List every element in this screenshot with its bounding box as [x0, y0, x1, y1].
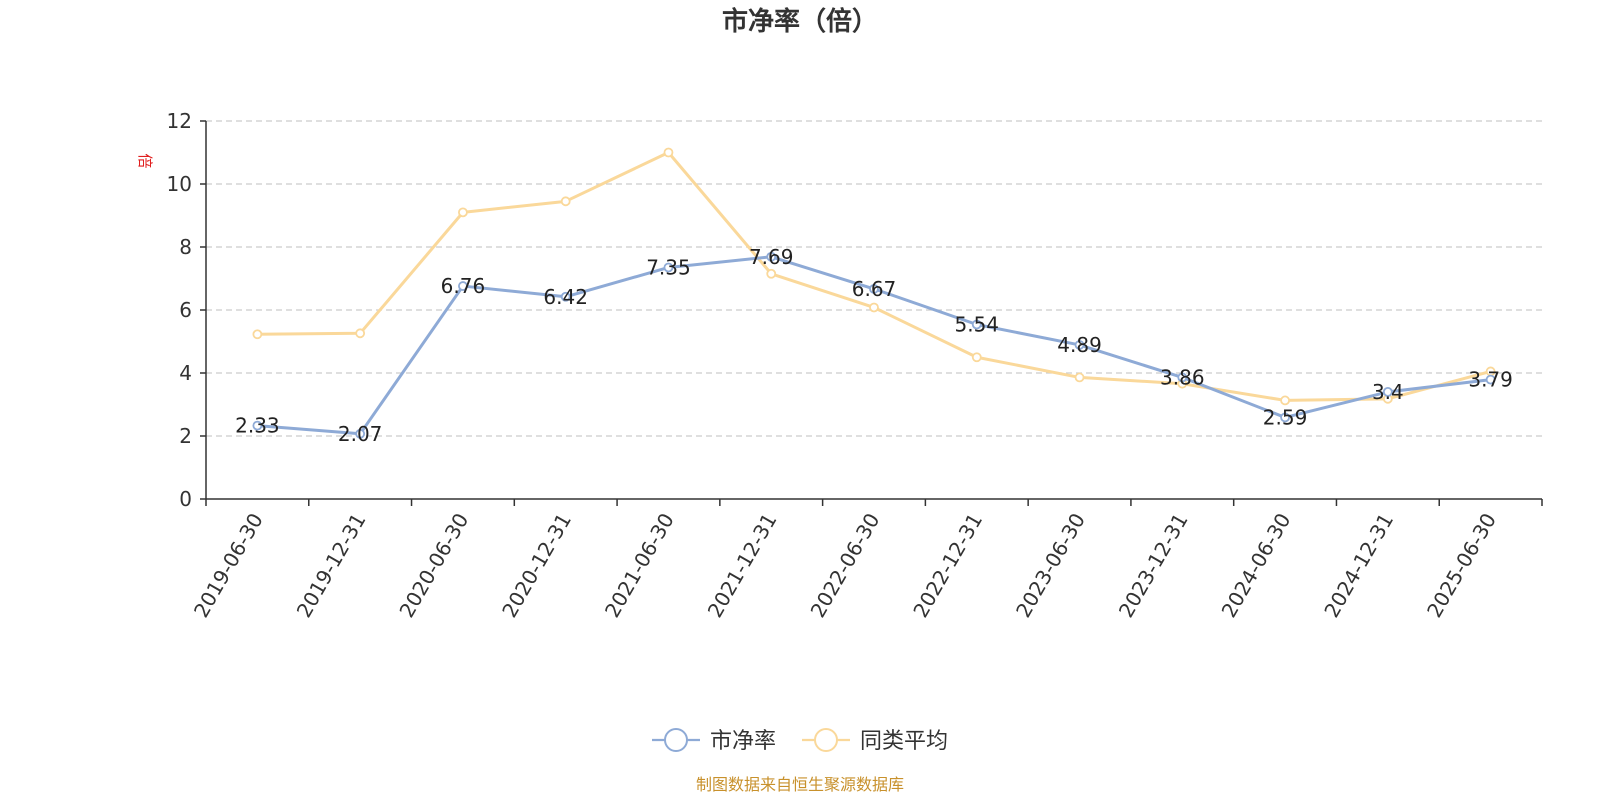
- data-point[interactable]: [252, 420, 263, 431]
- chart-title: 市净率（倍）: [722, 6, 878, 37]
- data-point[interactable]: [766, 251, 777, 262]
- x-tick-label: 2024-12-31: [1319, 509, 1398, 622]
- y-tick-label: 10: [167, 172, 192, 196]
- data-label: 6.42: [543, 285, 588, 309]
- data-label: 4.89: [1057, 333, 1102, 357]
- x-tick-label: 2022-06-30: [805, 509, 884, 622]
- y-tick-label: 6: [179, 298, 192, 322]
- x-tick-label: 2025-06-30: [1422, 509, 1501, 622]
- legend-item-1[interactable]: 同类平均: [802, 728, 948, 754]
- legend-label: 同类平均: [860, 729, 948, 754]
- data-point[interactable]: [1177, 372, 1188, 383]
- data-label: 2.59: [1263, 405, 1308, 429]
- legend-marker: [814, 728, 838, 752]
- data-label: 7.69: [749, 245, 794, 269]
- data-point[interactable]: [458, 281, 468, 291]
- data-label: 2.07: [338, 422, 383, 446]
- x-tick-label: 2022-12-31: [908, 509, 987, 622]
- series-lines: [252, 147, 1496, 439]
- legend-marker: [664, 728, 688, 752]
- y-tick-label: 4: [179, 361, 192, 385]
- data-point[interactable]: [869, 302, 879, 313]
- data-point[interactable]: [766, 268, 777, 279]
- data-point[interactable]: [458, 207, 468, 218]
- y-tick-label: 2: [179, 424, 192, 448]
- x-tick-label: 2021-06-30: [600, 509, 679, 622]
- data-point[interactable]: [1382, 386, 1393, 397]
- x-tick-label: 2019-06-30: [189, 509, 268, 622]
- grid-lines: [206, 120, 1542, 437]
- source-note: 制图数据来自恒生聚源数据库: [696, 775, 904, 794]
- x-tick-label: 2020-06-30: [394, 509, 473, 622]
- data-point[interactable]: [560, 196, 571, 207]
- data-point[interactable]: [663, 147, 674, 158]
- data-point[interactable]: [869, 283, 879, 294]
- data-point[interactable]: [663, 262, 674, 273]
- x-tick-label: 2021-12-31: [703, 509, 782, 622]
- y-tick-label: 0: [179, 487, 192, 511]
- legend-item-0[interactable]: 市净率: [652, 728, 776, 754]
- y-tick-label: 12: [167, 109, 192, 133]
- x-tick-label: 2019-12-31: [292, 509, 371, 622]
- x-tick-label: 2024-06-30: [1217, 509, 1296, 622]
- y-tick-label: 8: [179, 235, 192, 259]
- data-label: 6.67: [852, 277, 897, 301]
- data-point[interactable]: [1074, 372, 1085, 383]
- data-point[interactable]: [1074, 340, 1085, 350]
- data-point[interactable]: [971, 319, 982, 330]
- y-axis-unit-label: 倍: [136, 153, 154, 168]
- data-point[interactable]: [560, 291, 571, 302]
- data-point[interactable]: [355, 428, 366, 439]
- data-point[interactable]: [1280, 412, 1290, 423]
- data-point[interactable]: [252, 329, 263, 340]
- data-label: 3.4: [1372, 380, 1404, 404]
- data-point[interactable]: [971, 352, 982, 363]
- legend[interactable]: 市净率 同类平均: [652, 728, 948, 754]
- data-label: 6.76: [441, 274, 486, 298]
- x-tick-label: 2023-06-30: [1011, 509, 1090, 622]
- data-point[interactable]: [355, 328, 366, 339]
- data-label: 3.79: [1468, 368, 1513, 392]
- data-label: 2.33: [235, 414, 280, 438]
- data-label: 5.54: [955, 312, 1000, 336]
- data-point[interactable]: [1485, 374, 1496, 385]
- data-labels: 2.33 2.07 6.76 6.42 7.35 7.69 6.67 5.54 4.89 3.86…: [235, 245, 1513, 446]
- data-label: 7.35: [646, 255, 691, 279]
- data-label: 3.86: [1160, 365, 1205, 389]
- axes: 0 2 4 6 8 10 12 2019-06-30 2019-12-31 2020-06-30 2…: [167, 109, 1543, 622]
- data-point[interactable]: [1280, 395, 1290, 406]
- x-tick-label: 2020-12-31: [497, 509, 576, 622]
- legend-label: 市净率: [710, 729, 776, 754]
- x-tick-label: 2023-12-31: [1114, 509, 1193, 622]
